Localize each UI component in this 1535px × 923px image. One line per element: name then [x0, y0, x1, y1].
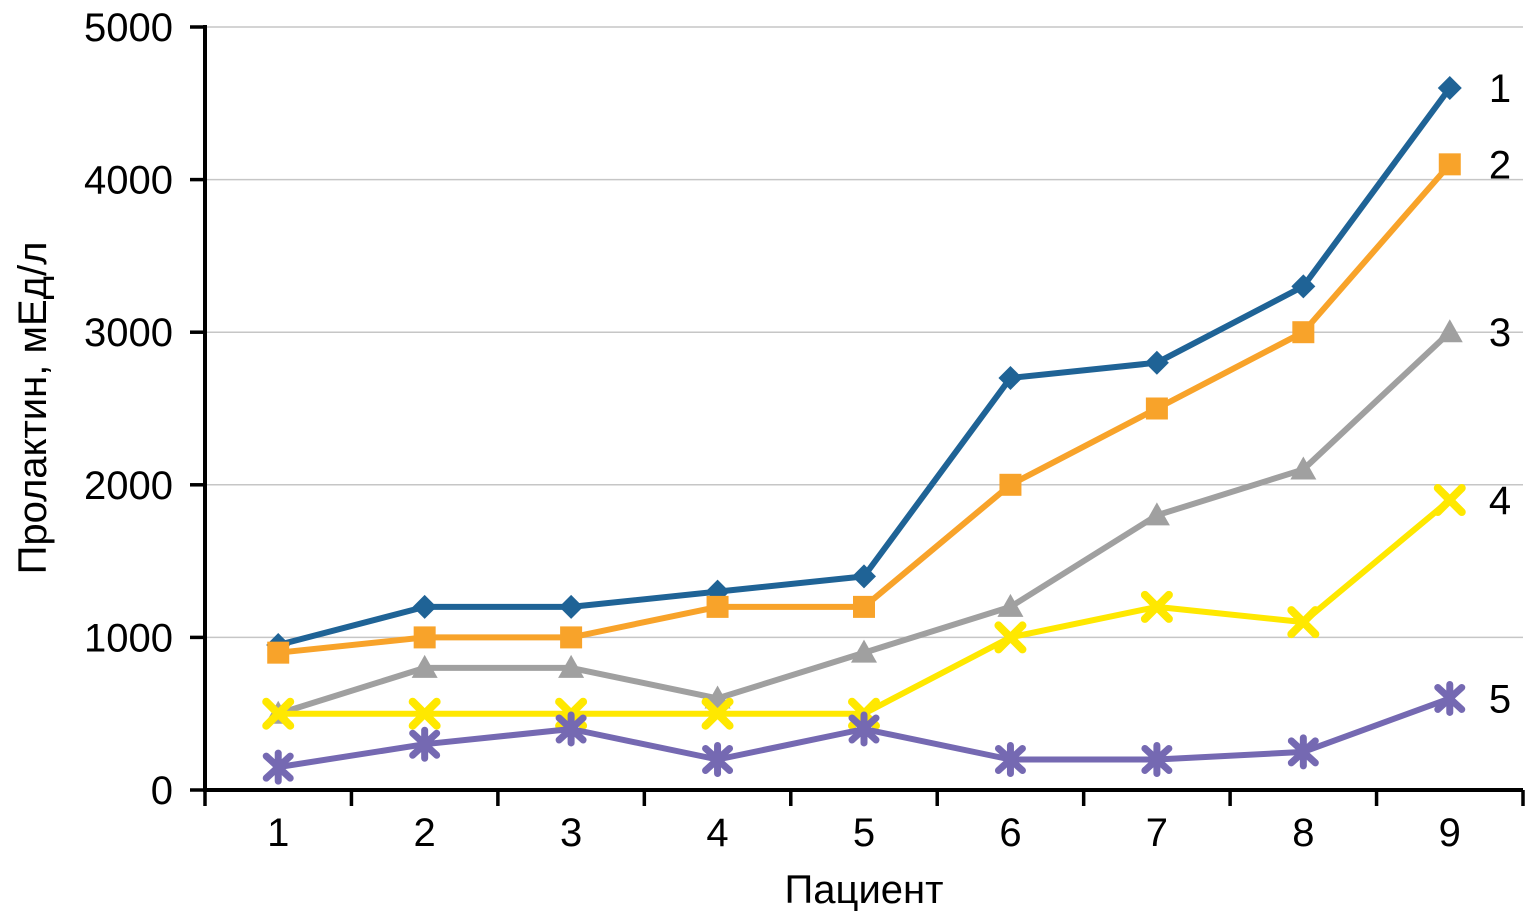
series-marker-triangle: [1143, 502, 1170, 526]
x-axis-title: Пациент: [785, 868, 944, 912]
series-end-label: 4: [1489, 479, 1511, 523]
series-end-label: 3: [1489, 311, 1511, 355]
y-tick-label: 5000: [84, 6, 173, 50]
series-marker-square: [999, 473, 1022, 496]
y-axis-title: Пролактин, мЕд/л: [11, 242, 55, 575]
x-tick-label: 5: [853, 811, 875, 855]
series-marker-square: [267, 641, 290, 664]
series-marker-x: [994, 621, 1027, 654]
series-marker-triangle: [851, 639, 877, 663]
series-marker-asterisk: [702, 741, 734, 777]
series-end-label: 1: [1489, 67, 1511, 111]
y-tick-label: 3000: [84, 311, 173, 355]
x-tick-label: 2: [414, 811, 436, 855]
y-tick-label: 1000: [84, 616, 173, 660]
series-marker-x: [1140, 590, 1173, 623]
series-1: [266, 76, 1462, 658]
series-marker-diamond: [1144, 350, 1169, 375]
series-marker-diamond: [1437, 76, 1462, 101]
x-tick-label: 6: [999, 811, 1021, 855]
series-marker-x: [1433, 484, 1466, 517]
series-marker-triangle: [997, 593, 1024, 617]
series-marker-square: [413, 626, 436, 649]
series-marker-diamond: [559, 594, 584, 619]
series-marker-asterisk: [1287, 734, 1319, 770]
series-marker-asterisk: [994, 741, 1026, 777]
series-5: [262, 680, 1466, 785]
x-tick-label: 8: [1292, 811, 1314, 855]
series-marker-asterisk: [1434, 680, 1466, 716]
series-marker-x: [1287, 606, 1320, 639]
series-marker-diamond: [852, 564, 876, 589]
y-tick-label: 2000: [84, 464, 173, 508]
series-marker-triangle: [558, 654, 585, 678]
series-marker-asterisk: [555, 711, 587, 747]
x-tick-label: 7: [1146, 811, 1168, 855]
series-end-label: 2: [1489, 143, 1511, 187]
series-line: [277, 86, 1453, 648]
x-tick-label: 9: [1439, 811, 1461, 855]
series-marker-x: [701, 697, 734, 730]
series-marker-square: [1438, 153, 1461, 176]
series-marker-square: [560, 626, 583, 649]
series-group: [262, 76, 1466, 785]
series-end-label: 5: [1489, 677, 1511, 721]
x-tick-label: 3: [560, 811, 582, 855]
series-marker-square: [1145, 397, 1168, 420]
series-marker-diamond: [998, 365, 1023, 390]
series-marker-diamond: [1291, 274, 1316, 299]
series-marker-asterisk: [262, 749, 294, 785]
x-tick-label: 1: [267, 811, 289, 855]
series-marker-x: [408, 697, 441, 730]
y-tick-label: 0: [151, 769, 173, 813]
gridlines-group: [205, 26, 1523, 639]
series-2: [267, 153, 1461, 664]
series-marker-square: [1292, 321, 1315, 344]
x-tick-label: 4: [706, 811, 728, 855]
series-marker-square: [853, 595, 875, 618]
series-marker-asterisk: [848, 711, 880, 747]
series-3: [265, 319, 1463, 724]
series-marker-x: [262, 697, 295, 730]
series-marker-triangle: [1436, 319, 1463, 343]
series-marker-square: [706, 595, 729, 618]
axes-group: [190, 25, 1525, 806]
y-tick-label: 4000: [84, 159, 173, 203]
series-marker-asterisk: [409, 726, 441, 762]
series-marker-asterisk: [1141, 741, 1173, 777]
tick-labels-group: 0 1000 2000 3000 4000 5000 1 2 3 4 5 6 7 8 9 1 2 3 4 5: [84, 6, 1511, 855]
series-marker-triangle: [411, 654, 438, 678]
series-marker-diamond: [412, 594, 437, 619]
series-marker-triangle: [1290, 456, 1317, 480]
